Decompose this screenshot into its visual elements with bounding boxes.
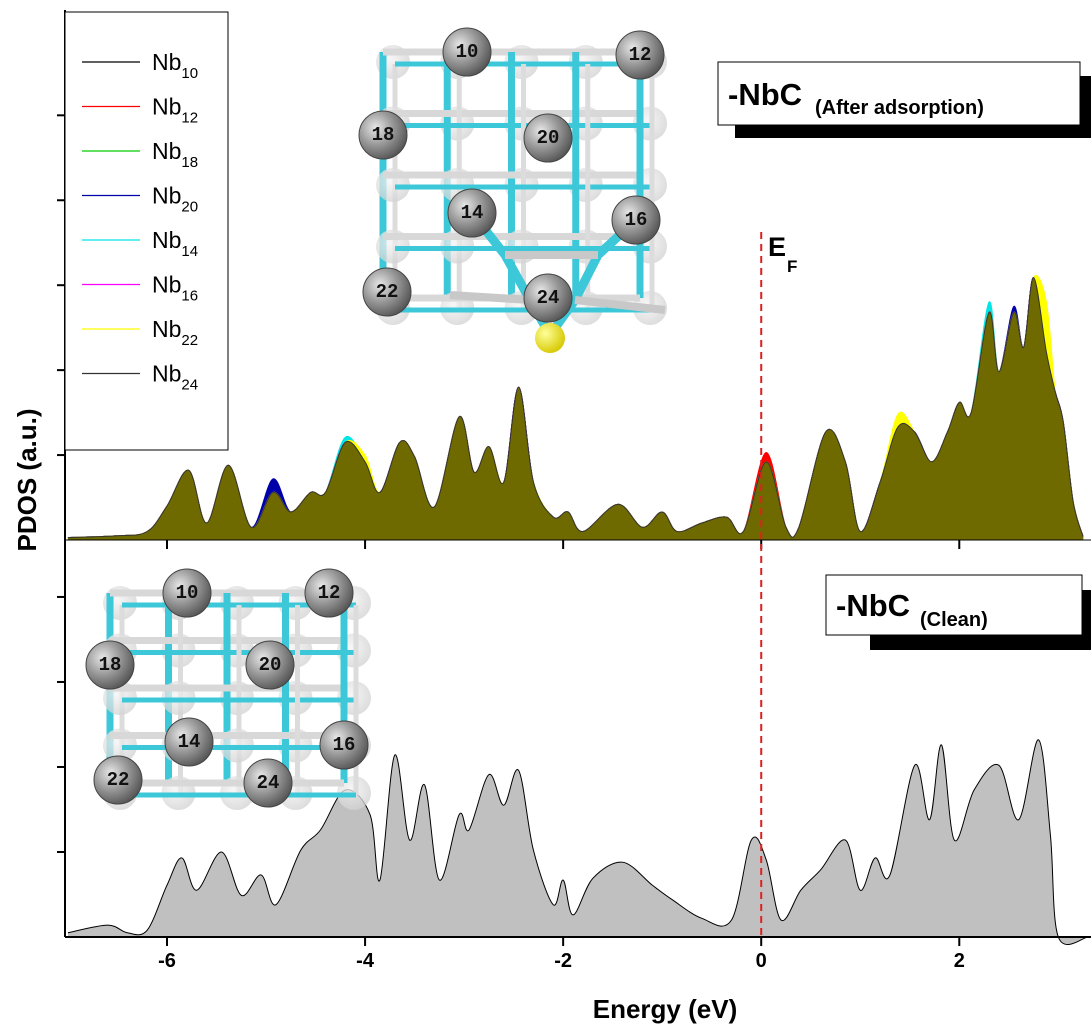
atom-label: 22 <box>107 769 130 791</box>
x-tick-label: -4 <box>356 950 375 972</box>
x-tick-label: -6 <box>158 950 176 972</box>
x-tick-label: 0 <box>756 950 767 972</box>
x-tick-label: -2 <box>554 950 572 972</box>
area-fill <box>68 740 1088 945</box>
inset: 10 12 18 20 14 16 22 24 <box>86 569 371 810</box>
annotation-sub: (After adsorption) <box>815 97 984 119</box>
annotation: -NbC <box>836 588 910 623</box>
atom-label: 10 <box>456 41 479 63</box>
fermi-label: E <box>768 232 786 262</box>
atom-label: 18 <box>372 124 395 146</box>
atom-label: 22 <box>376 281 399 303</box>
atom-label: 24 <box>257 772 280 794</box>
atom-label: 16 <box>333 734 356 756</box>
atom-label: 16 <box>625 209 648 231</box>
inset: 10 12 18 20 14 16 22 24 <box>359 28 667 353</box>
atom-label: 10 <box>176 582 199 604</box>
x-axis-label: Energy (eV) <box>593 994 738 1024</box>
atom-label: 12 <box>318 582 341 604</box>
x-tick-label: 2 <box>954 950 965 972</box>
atom-label: 14 <box>461 202 484 224</box>
fermi-label-sub: F <box>787 257 797 276</box>
atom-label: 24 <box>537 287 560 309</box>
sulfur-atom <box>535 323 565 353</box>
annotation: -NbC <box>728 77 802 112</box>
atom-label: 18 <box>99 654 122 676</box>
legend-box <box>65 12 228 450</box>
chart: -6 -4 -2 0 2 10 12 18 20 14 16 22 24 10 12 18 20 14 16 22 2… <box>0 0 1091 1028</box>
annotation-sub: (Clean) <box>920 609 988 631</box>
atom-label: 20 <box>259 654 282 676</box>
atom-label: 12 <box>629 44 652 66</box>
y-axis-label: PDOS (a.u.) <box>12 408 42 551</box>
atom-label: 14 <box>178 731 201 753</box>
atom-label: 20 <box>537 127 560 149</box>
